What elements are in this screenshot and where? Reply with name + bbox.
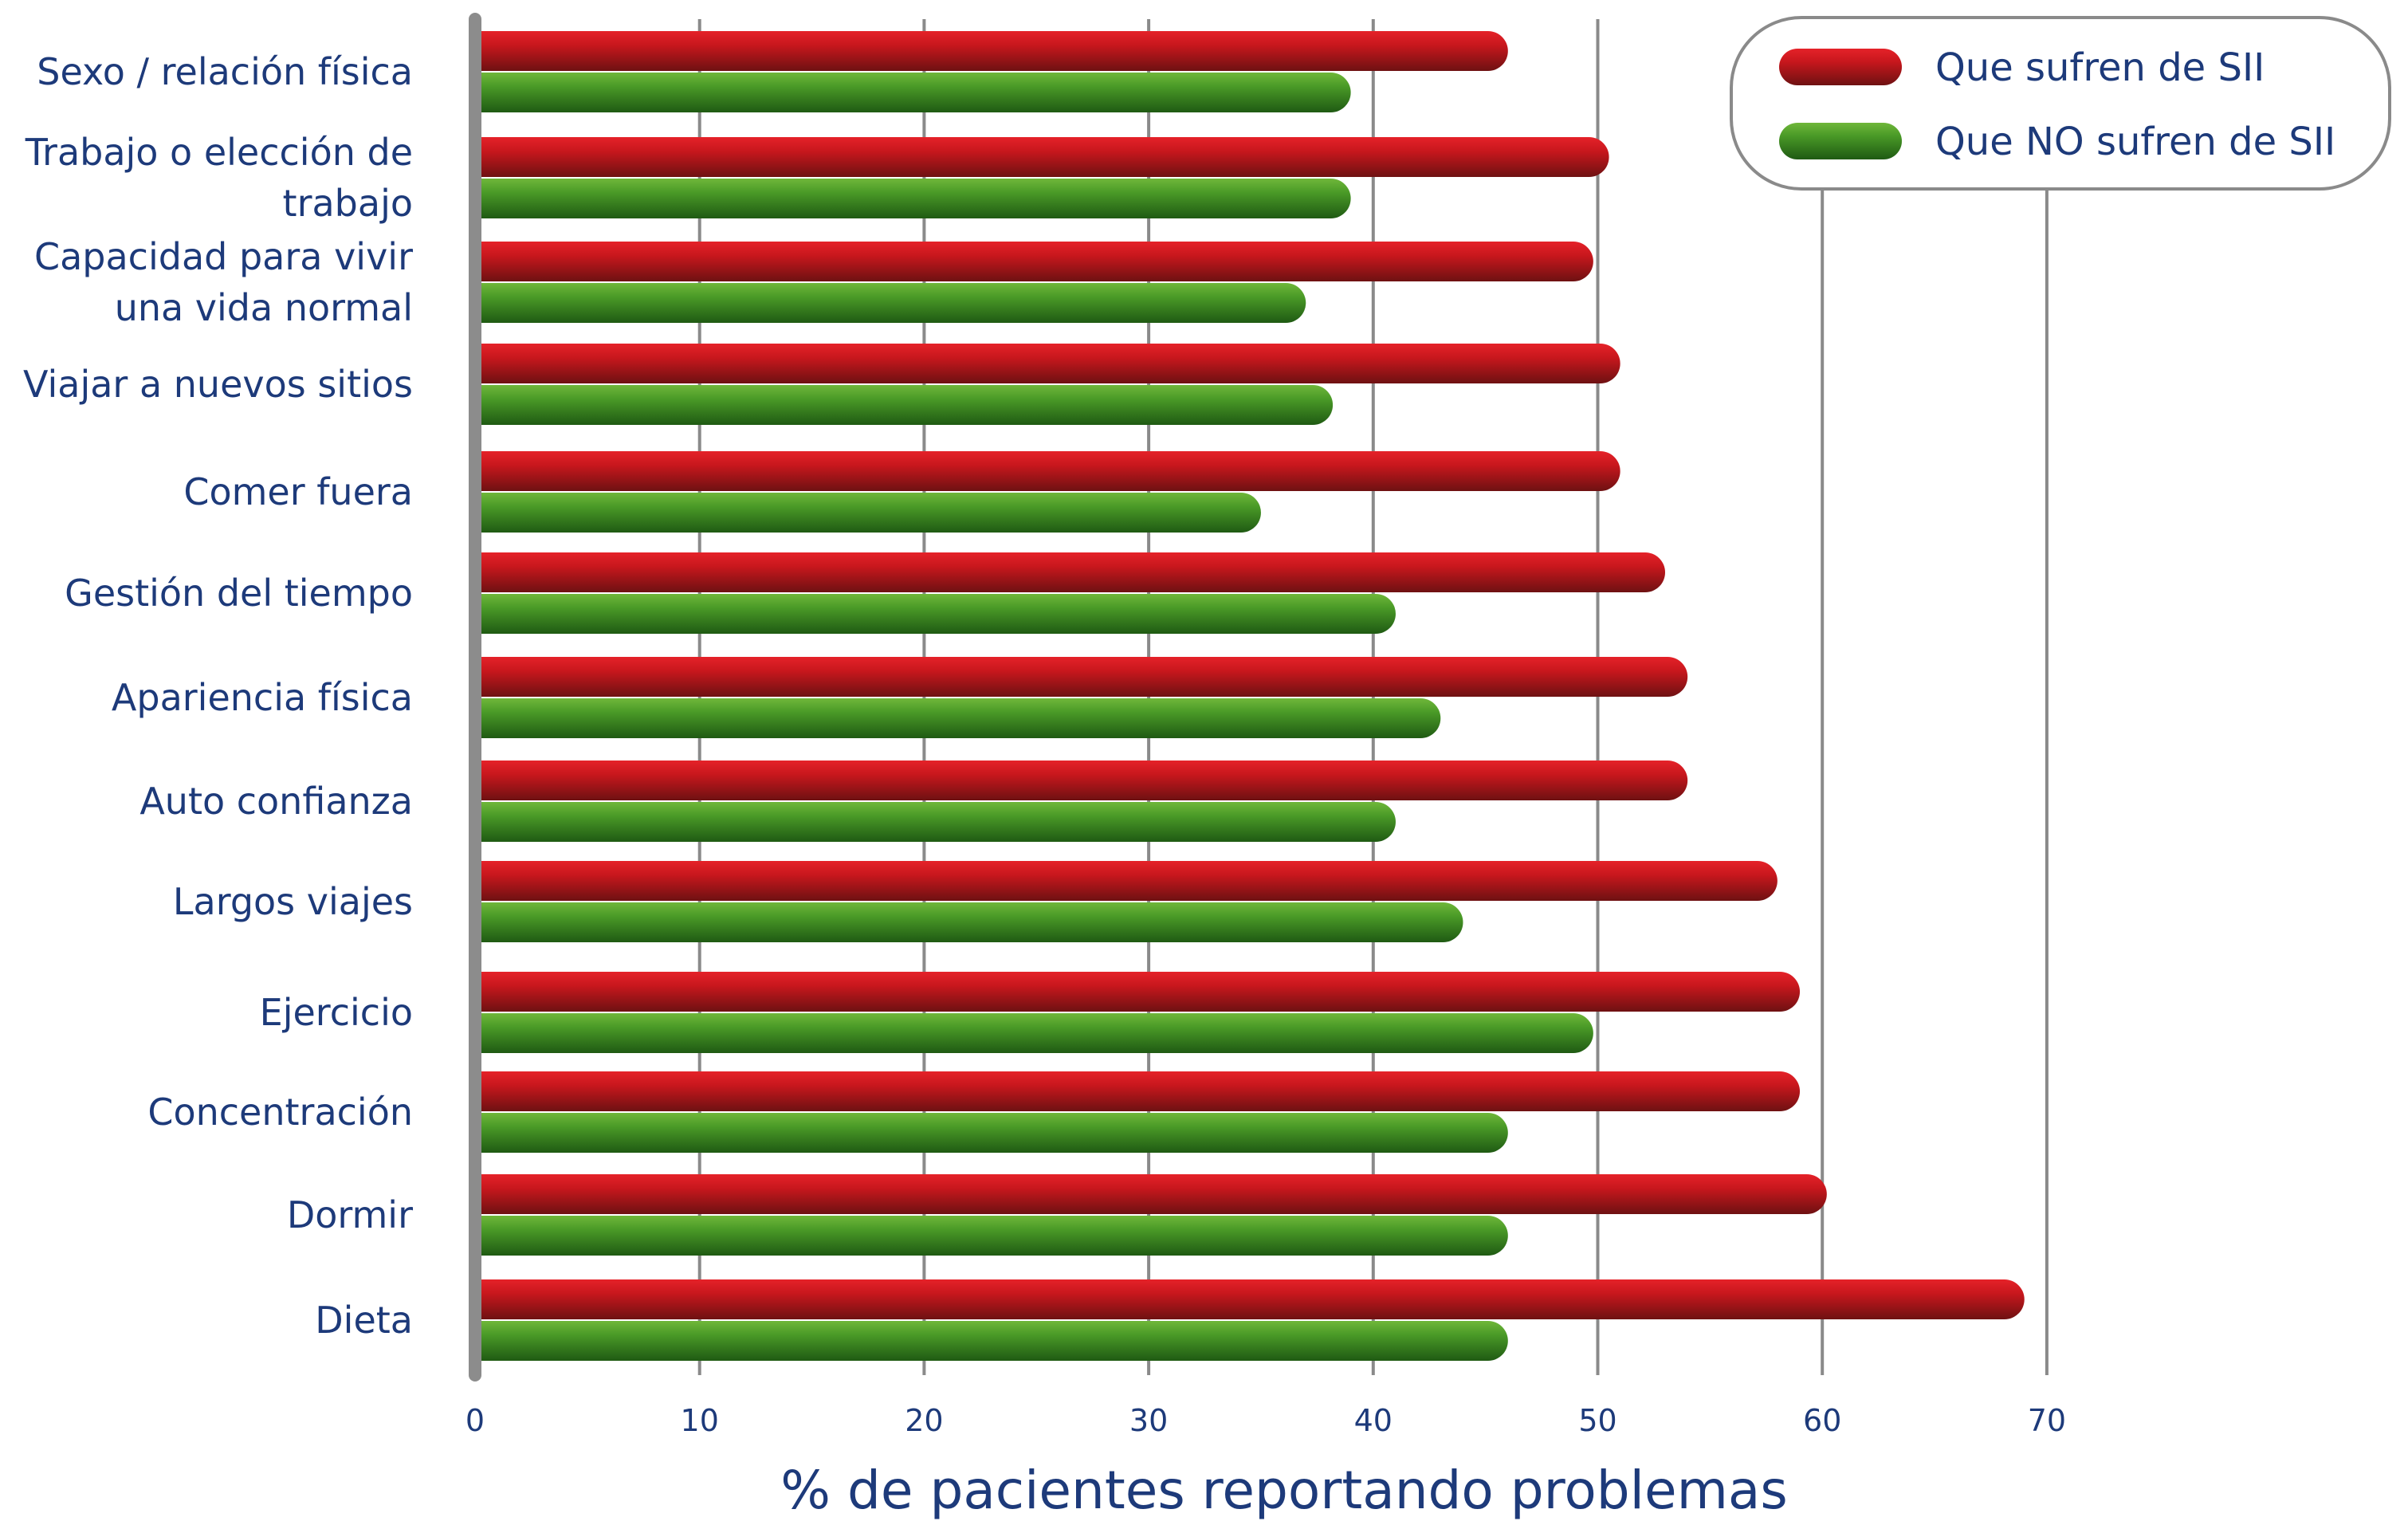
x-tick-label: 50 xyxy=(1578,1403,1616,1438)
category-label: Sexo / relación física xyxy=(37,50,413,93)
bar-no-sii-3 xyxy=(475,385,1334,425)
bar-sii-2 xyxy=(475,242,1593,281)
gridlines xyxy=(697,19,2049,1375)
category-label: Dormir xyxy=(287,1193,413,1236)
category-label: trabajo xyxy=(283,182,413,225)
x-tick-label: 20 xyxy=(905,1403,943,1438)
category-labels: Sexo / relación física Trabajo o elección… xyxy=(23,50,413,1342)
bar-sii-1 xyxy=(475,137,1609,177)
x-tick-label: 70 xyxy=(2028,1403,2066,1438)
legend-swatch-no-sii xyxy=(1779,123,1902,159)
category-label: Dieta xyxy=(315,1299,413,1342)
bar-sii-9 xyxy=(475,972,1801,1012)
bar-sii-5 xyxy=(475,552,1666,592)
bar-no-sii-6 xyxy=(475,698,1441,738)
category-label: Viajar a nuevos sitios xyxy=(23,363,413,406)
x-tick-label: 60 xyxy=(1803,1403,1841,1438)
category-label: Trabajo o elección de xyxy=(25,131,413,174)
category-label: Comer fuera xyxy=(183,470,413,513)
bar-sii-3 xyxy=(475,344,1620,383)
category-label: Ejercicio xyxy=(260,991,413,1034)
category-label: Apariencia física xyxy=(112,676,413,719)
x-tick-label: 30 xyxy=(1129,1403,1168,1438)
category-label: una vida normal xyxy=(115,286,413,329)
category-label: Largos viajes xyxy=(173,880,413,923)
bar-sii-10 xyxy=(475,1071,1801,1111)
bar-no-sii-9 xyxy=(475,1013,1593,1053)
bar-no-sii-4 xyxy=(475,493,1261,533)
bar-no-sii-12 xyxy=(475,1321,1508,1361)
legend-swatch-sii xyxy=(1779,49,1902,85)
bar-no-sii-1 xyxy=(475,179,1351,218)
category-label: Capacidad para vivir xyxy=(34,235,413,278)
bar-no-sii-2 xyxy=(475,283,1306,323)
legend: Que sufren de SII Que NO sufren de SII xyxy=(1730,16,2391,191)
bar-no-sii-10 xyxy=(475,1113,1508,1153)
legend-label-no-sii: Que NO sufren de SII xyxy=(1935,120,2335,164)
bars xyxy=(475,31,2025,1361)
bar-no-sii-8 xyxy=(475,902,1463,942)
bar-sii-6 xyxy=(475,657,1688,697)
category-label: Concentración xyxy=(147,1091,413,1134)
category-label: Gestión del tiempo xyxy=(65,572,413,615)
bar-sii-12 xyxy=(475,1279,2025,1319)
bar-no-sii-5 xyxy=(475,594,1396,634)
bar-no-sii-11 xyxy=(475,1216,1508,1256)
x-tick-label: 40 xyxy=(1354,1403,1393,1438)
bar-sii-11 xyxy=(475,1174,1827,1214)
x-axis-title: % de pacientes reportando problemas xyxy=(780,1460,1787,1521)
category-label: Auto confianza xyxy=(139,780,413,823)
bar-sii-7 xyxy=(475,761,1688,800)
x-tick-label: 10 xyxy=(681,1403,719,1438)
bar-sii-8 xyxy=(475,861,1778,901)
x-tick-labels: 0 10 20 30 40 50 60 70 xyxy=(465,1403,2066,1438)
bar-sii-4 xyxy=(475,451,1620,491)
bar-sii-0 xyxy=(475,31,1508,71)
legend-label-sii: Que sufren de SII xyxy=(1935,45,2265,90)
bar-no-sii-7 xyxy=(475,802,1396,842)
bar-no-sii-0 xyxy=(475,73,1351,112)
x-tick-label: 0 xyxy=(465,1403,485,1438)
